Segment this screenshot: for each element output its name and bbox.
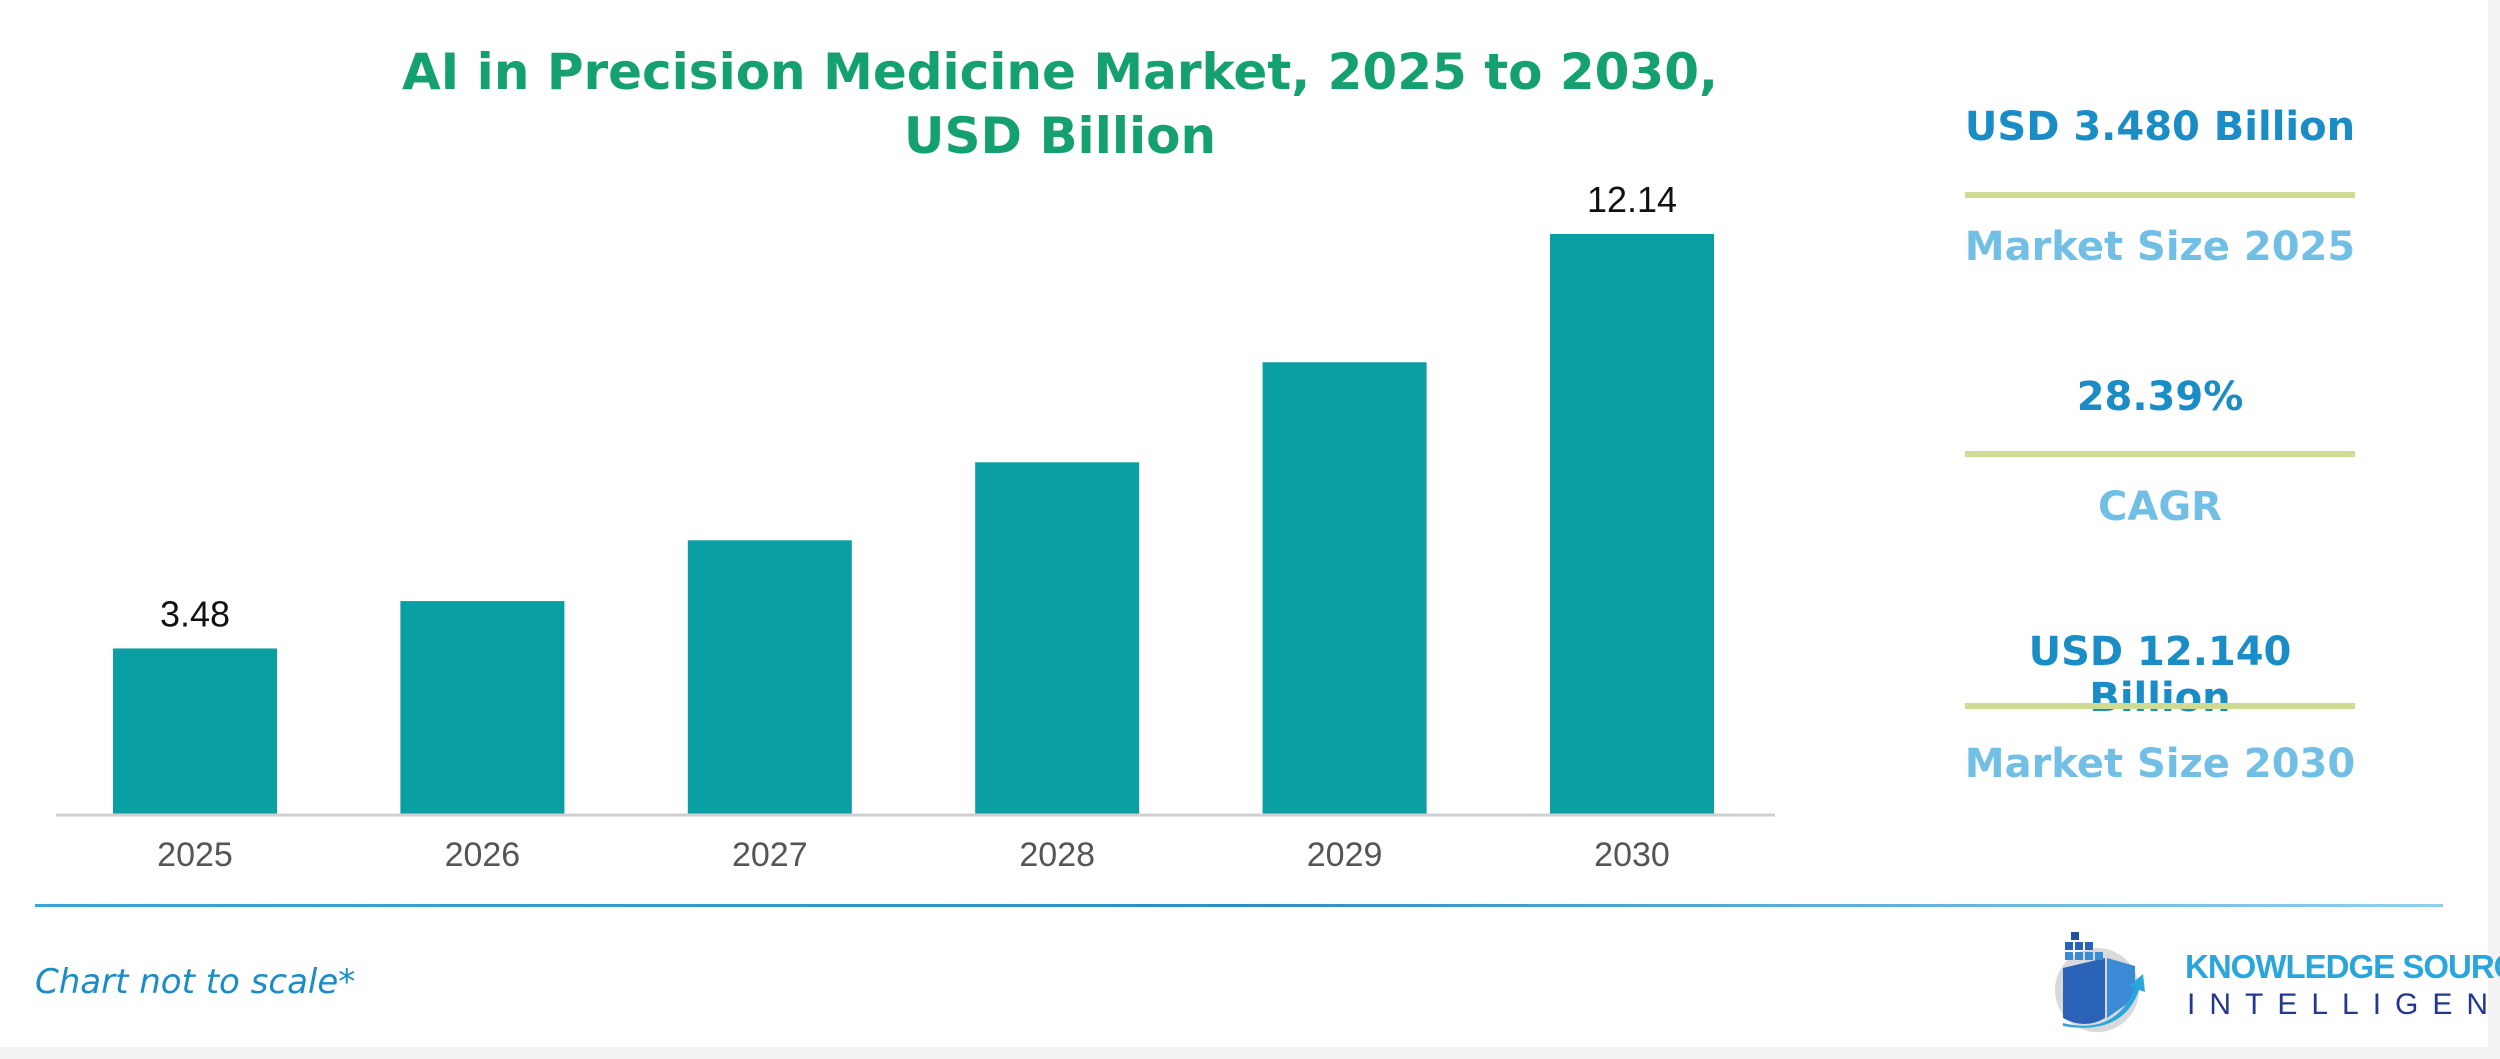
bar-2027 <box>687 540 852 815</box>
x-tick-label: 2030 <box>1594 836 1670 874</box>
footer-divider <box>35 904 2443 907</box>
bar-2030 <box>1550 234 1714 815</box>
x-tick-label: 2029 <box>1307 836 1383 874</box>
chart-title: AI in Precision Medicine Market, 2025 to… <box>160 40 1960 168</box>
kpi-divider <box>1965 451 2355 457</box>
x-tick-label: 2025 <box>157 836 233 874</box>
kpi-market-size-2025-label: Market Size 2025 <box>1964 224 2356 270</box>
data-label: 12.14 <box>1587 179 1677 220</box>
bar-2029 <box>1262 362 1427 815</box>
chart-note: Chart not to scale* <box>35 962 356 1002</box>
bar-2028 <box>975 462 1140 815</box>
company-logo: KNOWLEDGE SOURCING INTELLIGENCE <box>2035 918 2500 1038</box>
kpi-divider <box>1965 703 2355 709</box>
x-tick-label: 2027 <box>732 836 808 874</box>
chart-title-line-1: AI in Precision Medicine Market, 2025 to… <box>401 43 1719 101</box>
logo-text-line-1: KNOWLEDGE SOURCING <box>2185 948 2500 985</box>
bar-2025 <box>113 648 277 815</box>
logo-icon <box>2055 932 2145 1032</box>
bar-chart: 2025 3.48 2026 2027 2028 2029 2030 12.14 <box>56 179 1775 874</box>
logo-text-line-2: INTELLIGENCE <box>2187 988 2500 1021</box>
x-tick-label: 2028 <box>1019 836 1095 874</box>
data-label: 3.48 <box>160 593 230 634</box>
kpi-market-size-2025-value: USD 3.480 Billion <box>1964 104 2356 150</box>
kpi-cagr-label: CAGR <box>2098 484 2222 530</box>
kpi-market-size-2030-value: USD 12.140 Billion <box>2028 629 2292 721</box>
kpi-market-size-2030-label: Market Size 2030 <box>1964 741 2356 787</box>
chart-title-line-2: USD Billion <box>903 107 1217 165</box>
bar-2026 <box>400 601 565 815</box>
x-tick-label: 2026 <box>445 836 521 874</box>
kpi-cagr-value: 28.39% <box>2076 374 2244 420</box>
kpi-divider <box>1965 192 2355 198</box>
